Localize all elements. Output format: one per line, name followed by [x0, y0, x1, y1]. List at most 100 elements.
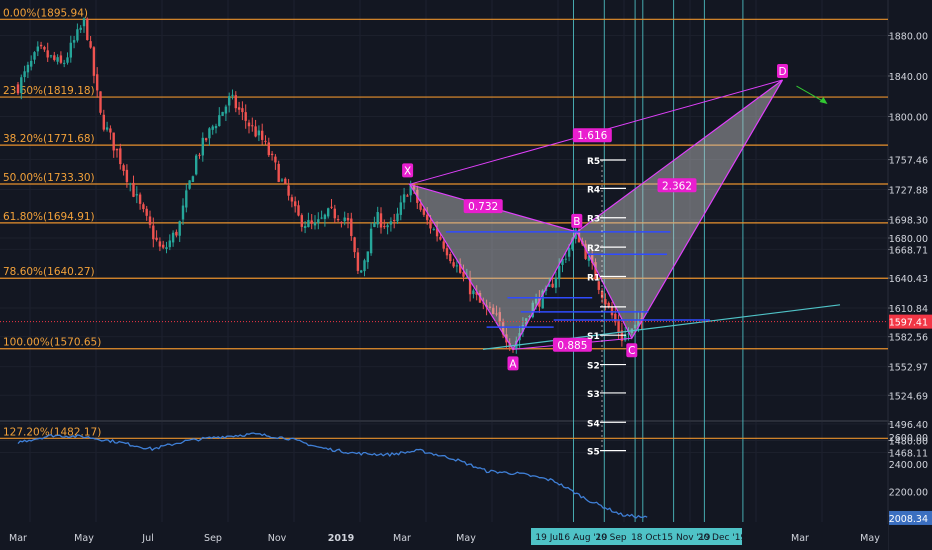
price-axis-label: 1496.40	[889, 420, 928, 431]
fib-levels: 0.00%(1895.94) 23.60%(1819.18) 38.20%(1771…	[0, 7, 888, 439]
candle-body	[63, 62, 66, 64]
candle-body	[99, 91, 102, 113]
candle-body	[214, 125, 218, 129]
trend-line	[482, 304, 841, 350]
candle-body	[558, 265, 561, 280]
candle-body	[251, 125, 254, 127]
candle-body	[604, 299, 607, 305]
candle-body	[43, 46, 46, 50]
pattern-point-x-bg	[402, 163, 414, 178]
candle-body	[402, 194, 406, 203]
candle-body	[633, 324, 637, 329]
pivot-level-label: S1	[587, 332, 600, 342]
pattern-point-a-bg	[507, 356, 519, 371]
pattern-point-c-bg	[626, 343, 638, 358]
candle-body	[79, 27, 82, 30]
price-axis-bg	[889, 0, 932, 550]
candle-body	[105, 127, 109, 130]
candle-body	[379, 213, 383, 228]
candle-body	[46, 50, 49, 58]
candle-body	[287, 185, 290, 196]
highlighted-date-label: 19 Jul	[535, 533, 560, 543]
candle-body	[587, 255, 591, 261]
candle-body	[49, 55, 53, 57]
ratio-xb-bg	[463, 199, 503, 214]
candle-body	[310, 220, 313, 224]
candle-body	[115, 148, 119, 151]
price-axis-label: 1524.69	[889, 391, 928, 402]
pattern-point-c-text: C	[628, 345, 635, 357]
indicator-value-tag-text: 2008.34	[889, 514, 928, 525]
candle-body	[492, 307, 495, 315]
candle-body	[204, 138, 208, 141]
candle-body	[56, 57, 59, 62]
candle-body	[20, 77, 23, 94]
candle-body	[498, 312, 501, 322]
candle-body	[554, 277, 558, 288]
candle-body	[267, 142, 270, 156]
candle-body	[528, 316, 531, 318]
candle-body	[178, 221, 181, 236]
candle-body	[181, 205, 185, 220]
candle-body	[432, 228, 435, 230]
candle-body	[393, 220, 396, 222]
candle-body	[53, 55, 56, 60]
projection-arrow-line	[796, 85, 825, 103]
current-price-tag-text: 1597.41	[889, 318, 928, 329]
pattern-point-b-bg	[571, 213, 583, 228]
candle-body	[72, 40, 76, 43]
candle-body	[538, 297, 541, 307]
candle-body	[442, 241, 445, 249]
candle-body	[211, 126, 214, 130]
candle-body	[33, 52, 36, 60]
candle-body	[567, 247, 571, 257]
candle-body	[69, 42, 72, 58]
fib-level-label: 50.00%(1733.30)	[3, 172, 95, 184]
candle-body	[617, 320, 620, 333]
indicator-axis-label: 2200.00	[889, 488, 928, 499]
candle-body	[218, 115, 221, 127]
candle-body	[571, 238, 574, 250]
candle-body	[320, 217, 323, 219]
candle-body	[96, 74, 99, 91]
candle-body	[607, 302, 610, 307]
candle-body	[122, 165, 125, 171]
price-axis-label: 1610.84	[889, 304, 928, 315]
highlighted-date-label: 20 Dec '19	[698, 533, 747, 543]
fib-level-label: 100.00%(1570.65)	[3, 337, 101, 349]
candle-body	[307, 220, 310, 228]
date-vertical-lines	[573, 0, 744, 522]
time-axis-label: Mar	[791, 533, 809, 544]
highlighted-date-label: 20 Sep	[595, 533, 627, 543]
indicator-line	[17, 432, 648, 519]
candle-body	[264, 140, 267, 142]
price-axis-label: 1480.00	[889, 437, 928, 448]
candle-body	[376, 212, 379, 225]
candle-body	[198, 154, 201, 156]
candle-body	[297, 205, 300, 216]
candle-body	[614, 313, 617, 323]
candle-body	[475, 291, 478, 295]
candle-body	[548, 284, 551, 287]
pattern-point-b-text: B	[573, 216, 580, 228]
candle-body	[36, 46, 39, 52]
time-axis-label: Mar	[9, 533, 27, 544]
time-axis-label: Mar	[393, 533, 411, 544]
candle-body	[551, 283, 554, 288]
pattern-point-d-bg	[777, 64, 788, 79]
highlighted-date-label: 15 Nov '19	[662, 533, 711, 543]
candle-body	[66, 57, 69, 63]
candle-body	[317, 219, 320, 223]
candle-body	[472, 290, 475, 295]
candle-body	[409, 185, 412, 196]
price-axis-label: 1698.30	[889, 215, 928, 226]
pivot-level-label: R2	[587, 244, 600, 254]
highlighted-dates-bg	[531, 528, 742, 545]
candle-body	[462, 271, 465, 277]
fib-level-label: 61.80%(1694.91)	[3, 211, 95, 223]
price-axis-label: 1668.71	[889, 245, 928, 256]
candle-body	[373, 223, 376, 228]
candle-body	[244, 112, 247, 121]
